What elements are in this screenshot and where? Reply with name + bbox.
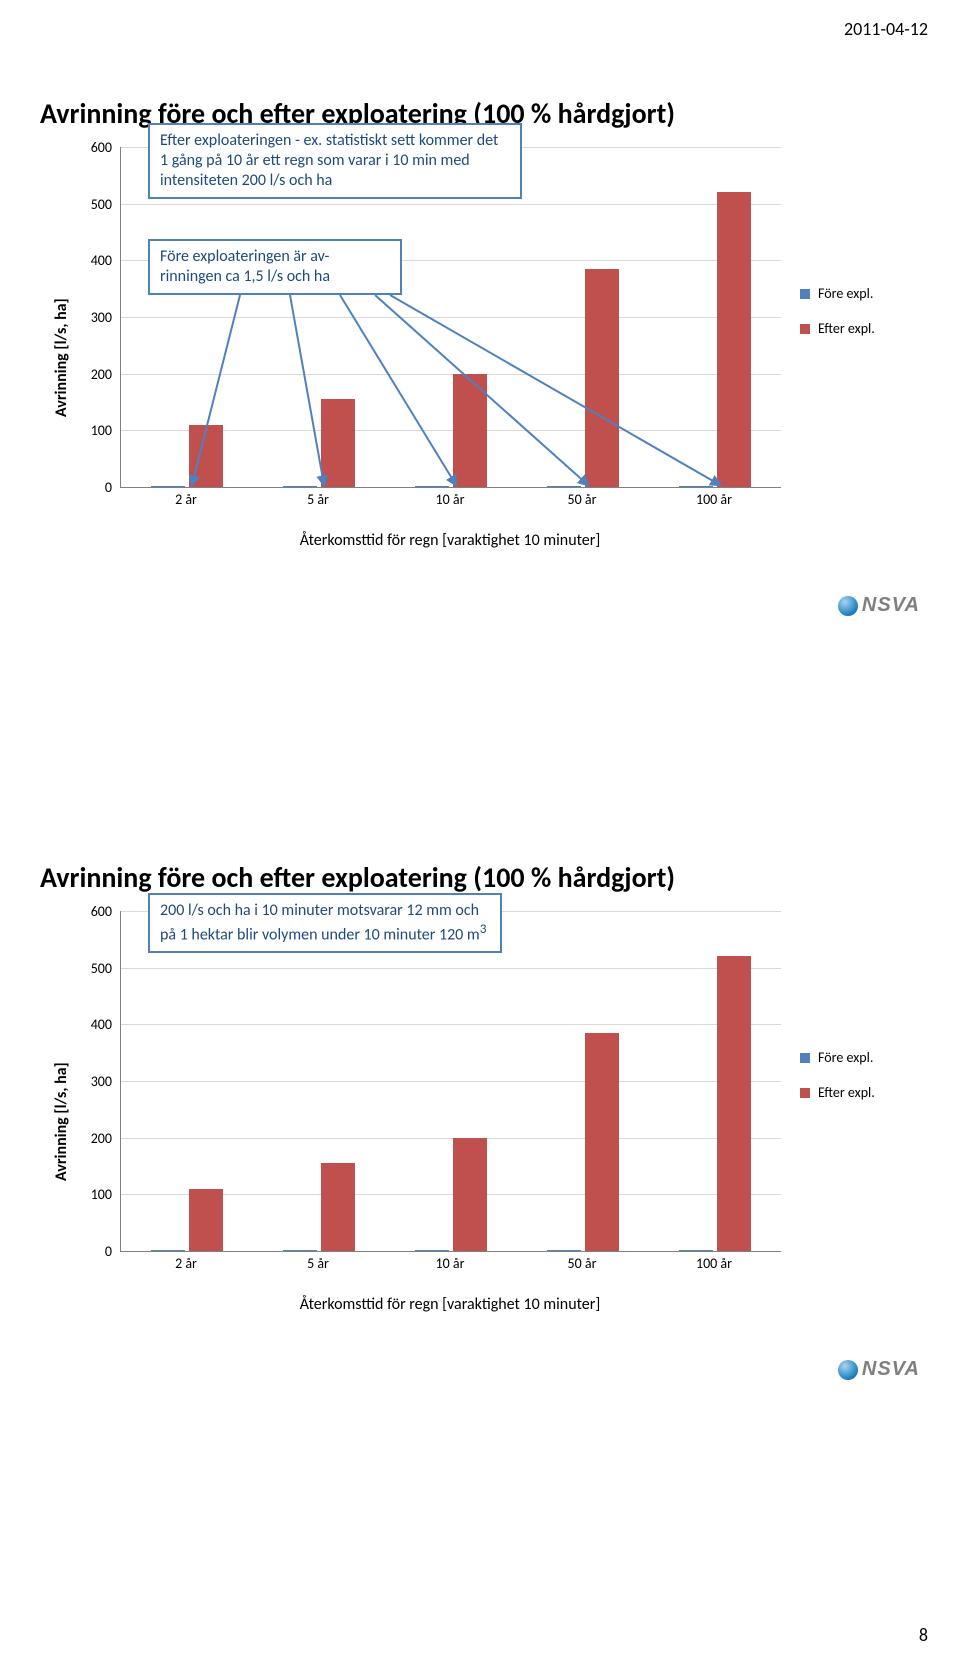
chart-2-wrap: Avrinning [l/s, ha] Återkomsttid för reg… xyxy=(40,901,920,1341)
legend-item: Efter expl. xyxy=(800,320,920,337)
x-tick-label: 2 år xyxy=(146,1255,226,1272)
page-number: 8 xyxy=(919,1624,928,1646)
bar-before xyxy=(415,486,449,487)
bar-after xyxy=(321,1163,355,1251)
y-tick-label: 300 xyxy=(72,1073,112,1090)
plot-area-2 xyxy=(120,911,781,1252)
bar-before xyxy=(547,1250,581,1251)
x-tick-label: 100 år xyxy=(674,491,754,508)
bar-after xyxy=(453,1138,487,1251)
legend-swatch xyxy=(800,1088,810,1098)
bar-before xyxy=(151,486,185,487)
globe-icon xyxy=(838,596,858,616)
y-tick-label: 200 xyxy=(72,366,112,383)
bar-after xyxy=(585,269,619,487)
x-tick-label: 100 år xyxy=(674,1255,754,1272)
callout: Efter exploateringen - ex. statistiskt s… xyxy=(148,123,522,199)
bar-before xyxy=(283,486,317,487)
y-tick-label: 300 xyxy=(72,309,112,326)
y-tick-label: 400 xyxy=(72,252,112,269)
legend-swatch xyxy=(800,289,810,299)
bar-after xyxy=(585,1033,619,1251)
y-tick-label: 0 xyxy=(72,1243,112,1260)
bar-before xyxy=(151,1250,185,1251)
y-axis-title-1: Avrinning [l/s, ha] xyxy=(52,298,71,417)
y-tick-label: 400 xyxy=(72,1016,112,1033)
legend-label: Före expl. xyxy=(818,285,873,302)
legend-1: Före expl. Efter expl. xyxy=(800,285,920,355)
legend-swatch xyxy=(800,324,810,334)
x-tick-label: 50 år xyxy=(542,491,622,508)
slide-title-2: Avrinning före och efter exploatering (1… xyxy=(40,860,920,895)
legend-label: Före expl. xyxy=(818,1049,873,1066)
gridline xyxy=(121,1138,781,1139)
logo-2: NSVA xyxy=(838,1358,920,1381)
bar-before xyxy=(679,1250,713,1251)
logo-1: NSVA xyxy=(838,594,920,617)
y-tick-label: 600 xyxy=(72,903,112,920)
callout: Före exploateringen är av-rinningen ca 1… xyxy=(148,239,402,295)
x-tick-label: 2 år xyxy=(146,491,226,508)
gridline xyxy=(121,374,781,375)
logo-text-1: NSVA xyxy=(862,594,920,617)
bar-after xyxy=(321,399,355,487)
chart-2: Återkomsttid för regn [varaktighet 10 mi… xyxy=(120,911,780,1291)
x-axis-title-1: Återkomsttid för regn [varaktighet 10 mi… xyxy=(120,531,780,550)
legend-label: Efter expl. xyxy=(818,320,875,337)
gridline xyxy=(121,204,781,205)
chart-1-wrap: Avrinning [l/s, ha] Återkomsttid för reg… xyxy=(40,137,920,577)
legend-swatch xyxy=(800,1053,810,1063)
legend-item: Före expl. xyxy=(800,1049,920,1066)
legend-2: Före expl. Efter expl. xyxy=(800,1049,920,1119)
x-axis-title-2: Återkomsttid för regn [varaktighet 10 mi… xyxy=(120,1295,780,1314)
bar-after xyxy=(189,425,223,487)
y-tick-label: 200 xyxy=(72,1130,112,1147)
x-tick-label: 50 år xyxy=(542,1255,622,1272)
legend-item: Före expl. xyxy=(800,285,920,302)
gridline xyxy=(121,1081,781,1082)
bar-after xyxy=(717,956,751,1251)
bar-after xyxy=(717,192,751,487)
x-tick-label: 5 år xyxy=(278,491,358,508)
bar-after xyxy=(453,374,487,487)
x-tick-label: 10 år xyxy=(410,1255,490,1272)
globe-icon xyxy=(838,1360,858,1380)
y-tick-label: 100 xyxy=(72,422,112,439)
gridline xyxy=(121,317,781,318)
bar-before xyxy=(679,486,713,487)
chart-1: Återkomsttid för regn [varaktighet 10 mi… xyxy=(120,147,780,527)
gridline xyxy=(121,1024,781,1025)
y-axis-title-2: Avrinning [l/s, ha] xyxy=(52,1062,71,1181)
slide-2: Avrinning före och efter exploatering (1… xyxy=(40,860,920,1500)
callout: 200 l/s och ha i 10 minuter motsvarar 12… xyxy=(148,893,502,953)
legend-item: Efter expl. xyxy=(800,1084,920,1101)
gridline xyxy=(121,968,781,969)
bar-before xyxy=(547,486,581,487)
legend-label: Efter expl. xyxy=(818,1084,875,1101)
y-tick-label: 500 xyxy=(72,960,112,977)
header-date: 2011-04-12 xyxy=(844,18,928,40)
y-tick-label: 600 xyxy=(72,139,112,156)
bar-before xyxy=(283,1250,317,1251)
y-tick-label: 500 xyxy=(72,196,112,213)
x-tick-label: 10 år xyxy=(410,491,490,508)
y-tick-label: 0 xyxy=(72,479,112,496)
bar-after xyxy=(189,1189,223,1251)
y-tick-label: 100 xyxy=(72,1186,112,1203)
slide-1: Avrinning före och efter exploatering (1… xyxy=(40,96,920,736)
x-tick-label: 5 år xyxy=(278,1255,358,1272)
bar-before xyxy=(415,1250,449,1251)
logo-text-2: NSVA xyxy=(862,1358,920,1381)
